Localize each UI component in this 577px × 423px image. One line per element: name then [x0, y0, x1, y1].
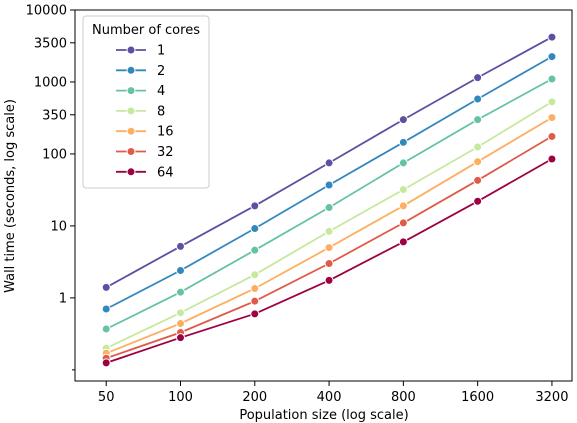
- data-point: [473, 115, 483, 125]
- data-point: [250, 296, 260, 306]
- data-point: [398, 201, 408, 211]
- data-point: [473, 196, 483, 206]
- y-tick-label: 10000: [26, 4, 67, 19]
- data-point: [101, 282, 111, 292]
- legend-label: 8: [157, 104, 165, 119]
- legend-label: 64: [157, 165, 174, 180]
- data-point: [101, 324, 111, 334]
- data-point: [324, 226, 334, 236]
- data-point: [175, 266, 185, 276]
- data-point: [324, 180, 334, 190]
- data-point: [398, 158, 408, 168]
- legend-marker: [126, 167, 136, 177]
- data-point: [250, 224, 260, 234]
- data-point: [250, 270, 260, 280]
- y-axis-title: Wall time (seconds, log scale): [3, 99, 18, 293]
- legend-marker: [126, 126, 136, 136]
- y-tick-label: 1: [59, 291, 67, 306]
- data-point: [547, 131, 557, 141]
- data-point: [324, 275, 334, 285]
- y-tick-label: 100: [42, 147, 67, 162]
- data-point: [101, 358, 111, 368]
- x-tick-label: 400: [317, 390, 342, 405]
- legend-marker: [126, 86, 136, 96]
- legend-box: [82, 15, 210, 189]
- x-axis: 50 100 200 400 800 1600 3200: [98, 381, 568, 405]
- y-tick-label: 350: [42, 108, 67, 123]
- legend-label: 2: [157, 64, 165, 79]
- data-point: [324, 243, 334, 253]
- x-axis-title: Population size (log scale): [239, 408, 408, 423]
- x-tick-label: 3200: [535, 390, 568, 405]
- data-point: [547, 32, 557, 42]
- data-point: [398, 237, 408, 247]
- data-point: [473, 94, 483, 104]
- data-point: [547, 74, 557, 84]
- data-point: [175, 287, 185, 297]
- y-tick-label: 1000: [34, 75, 67, 90]
- legend: Number of cores 1 2 4 8 16 32 64: [82, 15, 210, 189]
- legend-marker: [126, 147, 136, 156]
- data-point: [101, 304, 111, 314]
- data-point: [473, 142, 483, 152]
- data-point: [398, 137, 408, 147]
- legend-label: 4: [157, 84, 165, 99]
- data-point: [175, 308, 185, 318]
- data-point: [398, 218, 408, 228]
- data-point: [398, 115, 408, 125]
- data-point: [324, 259, 334, 269]
- y-tick-label: 3500: [34, 36, 67, 51]
- x-tick-label: 1600: [461, 390, 494, 405]
- legend-label: 1: [157, 44, 165, 59]
- legend-marker: [126, 106, 136, 116]
- data-point: [473, 73, 483, 83]
- legend-items: 1 2 4 8 16 32 64: [116, 44, 174, 180]
- data-point: [250, 309, 260, 319]
- series-lines: [101, 32, 557, 368]
- y-axis: 1 10 100 350 1000 3500 10000: [26, 4, 75, 371]
- data-point: [175, 241, 185, 251]
- data-point: [398, 185, 408, 195]
- data-point: [547, 154, 557, 164]
- x-tick-label: 800: [391, 390, 416, 405]
- x-tick-label: 100: [168, 390, 193, 405]
- x-tick-label: 200: [242, 390, 267, 405]
- data-point: [473, 157, 483, 167]
- data-point: [250, 245, 260, 255]
- data-point: [547, 52, 557, 62]
- data-point: [250, 284, 260, 294]
- legend-label: 16: [157, 125, 174, 140]
- legend-title: Number of cores: [92, 23, 200, 38]
- data-point: [473, 175, 483, 185]
- legend-label: 32: [157, 145, 174, 160]
- data-point: [250, 201, 260, 211]
- legend-marker: [126, 65, 136, 75]
- data-point: [175, 319, 185, 329]
- y-tick-label: 10: [50, 219, 67, 234]
- legend-marker: [126, 45, 136, 55]
- data-point: [324, 158, 334, 168]
- data-point: [547, 97, 557, 107]
- data-point: [547, 113, 557, 123]
- data-point: [324, 203, 334, 213]
- data-point: [175, 333, 185, 343]
- x-tick-label: 50: [98, 390, 115, 405]
